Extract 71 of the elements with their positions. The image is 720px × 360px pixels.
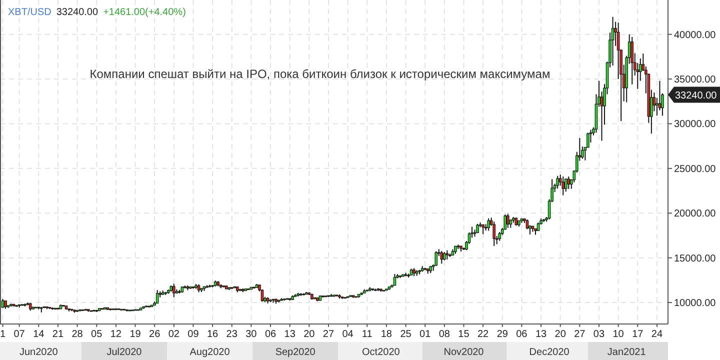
x-tick-label: 16 bbox=[206, 329, 219, 340]
x2-tick-label: Dec2020 bbox=[529, 347, 570, 358]
candlestick bbox=[506, 213, 510, 228]
x2-tick-label: Sep2020 bbox=[275, 347, 316, 358]
candlestick bbox=[562, 176, 565, 196]
y-tick-label: 15000.00 bbox=[674, 253, 716, 264]
x-tick-label: 26 bbox=[149, 329, 161, 340]
x-tick-label: 13 bbox=[535, 329, 548, 340]
x-tick-label: 09 bbox=[188, 329, 200, 340]
x-tick-label: 04 bbox=[342, 329, 354, 340]
candlestick bbox=[440, 250, 444, 264]
candlestick bbox=[492, 221, 496, 246]
text: XBT/USD bbox=[8, 7, 52, 18]
x-tick-label: 1 bbox=[0, 329, 6, 340]
x-tick-label: 12 bbox=[110, 329, 122, 340]
x2-tick-label: Oct2020 bbox=[362, 347, 400, 358]
candlestick bbox=[630, 36, 634, 85]
x2-tick-label: Jun2020 bbox=[19, 347, 58, 358]
x-tick-label: 14 bbox=[33, 329, 45, 340]
text: 33240.00 bbox=[56, 7, 98, 18]
y-tick-label: 10000.00 bbox=[674, 298, 716, 310]
x-tick-label: 21 bbox=[52, 329, 64, 340]
x-tick-label: 18 bbox=[380, 329, 392, 340]
annotation: +1461.00(+4.40%) bbox=[103, 7, 186, 18]
candlestick bbox=[564, 178, 568, 192]
x-tick-label: 07 bbox=[14, 329, 26, 340]
x2-tick-label: Nov2020 bbox=[444, 347, 484, 358]
candlestick bbox=[172, 283, 176, 298]
x-tick-label: 27 bbox=[322, 329, 334, 340]
candlestick bbox=[487, 218, 490, 232]
x-tick-label: 23 bbox=[226, 329, 238, 340]
candlestick bbox=[260, 288, 264, 302]
y-tick-label: 30000.00 bbox=[674, 119, 716, 130]
x-tick-label: 06 bbox=[264, 329, 277, 340]
x2-tick-label: Jan2021 bbox=[607, 347, 646, 358]
x2-tick-label: Aug2020 bbox=[190, 347, 230, 358]
candlestick bbox=[556, 175, 559, 190]
x2-tick-label: Jul2020 bbox=[106, 347, 142, 358]
x-tick-label: 20 bbox=[304, 329, 316, 340]
candlestick bbox=[611, 16, 614, 66]
x-tick-label: 20 bbox=[554, 329, 566, 340]
y-tick-label: 40000.00 bbox=[674, 30, 716, 41]
x-tick-label: 01 bbox=[420, 329, 432, 340]
x-tick-label: 03 bbox=[593, 329, 605, 340]
x-tick-label: 06 bbox=[516, 329, 528, 340]
x-tick-label: 05 bbox=[91, 329, 103, 340]
x-tick-label: 30 bbox=[246, 329, 258, 340]
x-tick-label: 27 bbox=[574, 329, 586, 340]
x-tick-label: 24 bbox=[651, 329, 663, 340]
annotation: Компании спешат выйти на IPO, пока биткоин близок к историческим максимумам bbox=[90, 67, 550, 81]
text: 33240.00 bbox=[675, 90, 718, 102]
candlestick bbox=[446, 250, 449, 260]
x-tick-label: 15 bbox=[458, 329, 470, 340]
x-tick-label: 28 bbox=[72, 329, 84, 340]
candlestick bbox=[589, 129, 592, 144]
y-tick-label: 35000.00 bbox=[674, 74, 716, 86]
x-tick-label: 10 bbox=[612, 329, 624, 340]
x-tick-label: 02 bbox=[168, 329, 180, 340]
x-tick-label: 29 bbox=[496, 329, 508, 340]
x-tick-label: 22 bbox=[477, 329, 490, 340]
x-tick-label: 08 bbox=[438, 329, 450, 340]
x-tick-label: 17 bbox=[632, 329, 644, 340]
x-tick-label: 25 bbox=[400, 329, 412, 340]
candlestick bbox=[567, 176, 570, 190]
x-tick-label: 19 bbox=[130, 329, 142, 340]
y-tick-label: 20000.00 bbox=[674, 208, 716, 220]
candlestick bbox=[586, 132, 590, 148]
x-tick-label: 11 bbox=[362, 329, 373, 340]
candlestick bbox=[156, 290, 159, 304]
y-tick-label: 25000.00 bbox=[674, 164, 716, 175]
x-tick-label: 13 bbox=[284, 329, 296, 340]
